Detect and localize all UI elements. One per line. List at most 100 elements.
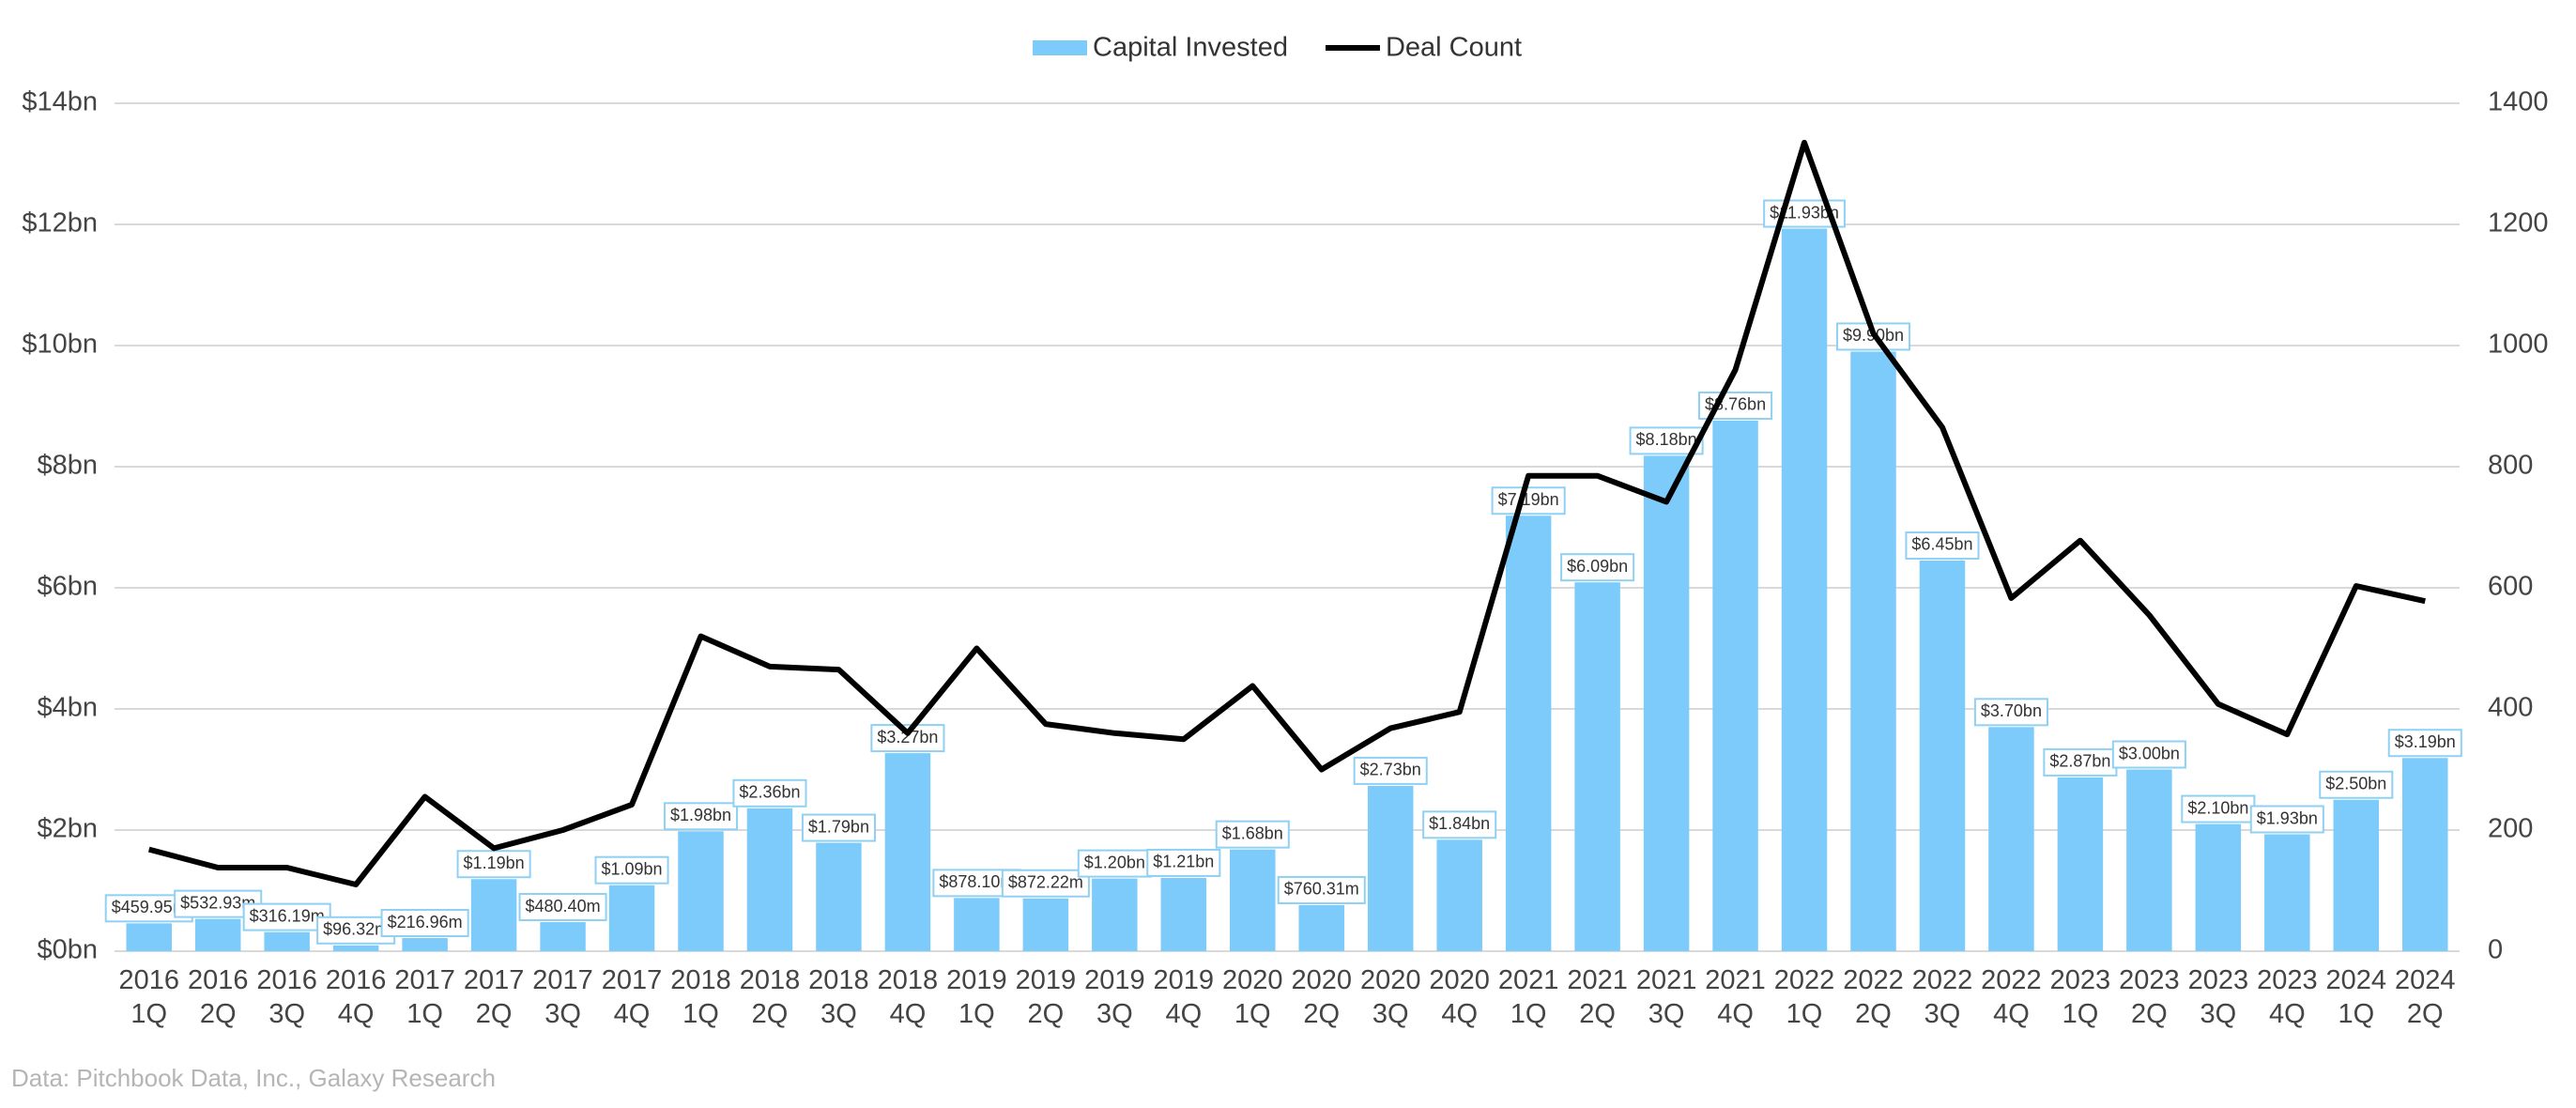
x-tick-quarter: 2Q bbox=[1855, 999, 1892, 1029]
x-tick-year: 2022 bbox=[1774, 965, 1835, 995]
x-tick-year: 2024 bbox=[2326, 965, 2387, 995]
x-tick-quarter: 1Q bbox=[2338, 999, 2374, 1029]
x-tick-label: 2023 4Q bbox=[2257, 965, 2318, 1029]
data-label: $3.19bn bbox=[2387, 729, 2462, 758]
bar bbox=[2057, 777, 2104, 951]
data-label-box bbox=[1973, 698, 2048, 727]
x-tick-year: 2017 bbox=[532, 965, 593, 995]
data-label: $872.22m bbox=[1001, 869, 1090, 898]
data-label: $1.84bn bbox=[1422, 810, 1497, 839]
x-tick-quarter: 2Q bbox=[200, 999, 237, 1029]
bar bbox=[1781, 228, 1828, 951]
data-label-text: $1.09bn bbox=[601, 859, 662, 878]
data-label: $2.10bn bbox=[2181, 794, 2256, 823]
y-tick-label: $0bn bbox=[37, 935, 98, 965]
x-tick-quarter: 4Q bbox=[1165, 999, 1202, 1029]
bar bbox=[816, 842, 862, 951]
bar bbox=[884, 753, 931, 951]
data-label-box bbox=[1629, 426, 1704, 455]
x-tick-label: 2019 2Q bbox=[1016, 965, 1077, 1029]
data-label: $6.45bn bbox=[1905, 531, 1980, 560]
x-tick-quarter: 1Q bbox=[406, 999, 443, 1029]
data-label-text: $316.19m bbox=[250, 906, 325, 925]
x-tick-quarter: 4Q bbox=[890, 999, 927, 1029]
data-label-box bbox=[1353, 756, 1428, 785]
bar bbox=[1298, 904, 1344, 951]
y-tick-label: $10bn bbox=[22, 330, 98, 360]
data-label: $480.40m bbox=[518, 893, 607, 922]
data-label: $1.98bn bbox=[663, 802, 739, 831]
x-tick-quarter: 4Q bbox=[2269, 999, 2306, 1029]
x-tick-quarter: 4Q bbox=[1993, 999, 2030, 1029]
data-label-box bbox=[801, 813, 876, 842]
x-tick-quarter: 1Q bbox=[2062, 999, 2099, 1029]
bar bbox=[1436, 839, 1482, 951]
bar bbox=[678, 831, 724, 951]
line-series bbox=[147, 139, 2426, 887]
x-tick-year: 2022 bbox=[1981, 965, 2042, 995]
y2-tick-label: 1000 bbox=[2488, 330, 2549, 360]
data-label-text: $6.09bn bbox=[1567, 557, 1628, 576]
x-tick-quarter: 4Q bbox=[614, 999, 651, 1029]
data-label-text: $1.68bn bbox=[1222, 823, 1283, 842]
x-tick-year: 2021 bbox=[1705, 965, 1766, 995]
data-label: $1.93bn bbox=[2249, 805, 2324, 834]
x-tick-label: 2022 1Q bbox=[1774, 965, 1835, 1029]
x-tick-year: 2024 bbox=[2395, 965, 2456, 995]
data-label-text: $96.32m bbox=[323, 920, 389, 939]
x-tick-quarter: 1Q bbox=[130, 999, 167, 1029]
x-tick-quarter: 4Q bbox=[338, 999, 375, 1029]
y2-tick-label: 600 bbox=[2488, 572, 2533, 602]
y-tick-label: $8bn bbox=[37, 451, 98, 481]
x-tick-label: 2020 3Q bbox=[1360, 965, 1421, 1029]
x-tick-label: 2023 2Q bbox=[2119, 965, 2180, 1029]
x-tick-year: 2019 bbox=[1016, 965, 1077, 995]
x-tick-label: 2019 1Q bbox=[946, 965, 1007, 1029]
x-tick-label: 2019 4Q bbox=[1154, 965, 1215, 1029]
y-tick-label: $6bn bbox=[37, 572, 98, 602]
data-label-text: $2.50bn bbox=[2325, 775, 2386, 793]
x-tick-year: 2023 bbox=[2119, 965, 2180, 995]
data-label: $7.19bn bbox=[1491, 486, 1566, 516]
data-label-text: $2.87bn bbox=[2049, 752, 2110, 771]
data-label-text: $3.70bn bbox=[1981, 701, 2042, 720]
bar bbox=[2195, 823, 2242, 951]
y2-tick-label: 1400 bbox=[2488, 87, 2549, 117]
x-tick-label: 2017 3Q bbox=[532, 965, 593, 1029]
bar bbox=[2402, 758, 2448, 951]
x-tick-year: 2019 bbox=[1084, 965, 1145, 995]
bar bbox=[1022, 898, 1069, 951]
x-tick-year: 2020 bbox=[1222, 965, 1283, 995]
data-label-box bbox=[2249, 805, 2324, 834]
x-tick-quarter: 1Q bbox=[1786, 999, 1823, 1029]
x-tick-year: 2017 bbox=[394, 965, 455, 995]
x-tick-quarter: 2Q bbox=[1303, 999, 1340, 1029]
x-tick-year: 2016 bbox=[326, 965, 387, 995]
data-label-box bbox=[1560, 553, 1635, 582]
data-label-box bbox=[380, 909, 469, 938]
x-tick-quarter: 3Q bbox=[1924, 999, 1961, 1029]
data-label-text: $2.36bn bbox=[739, 783, 800, 802]
x-tick-year: 2020 bbox=[1429, 965, 1490, 995]
data-label-box bbox=[1491, 486, 1566, 516]
data-label-text: $532.93m bbox=[180, 893, 255, 912]
x-tick-label: 2022 2Q bbox=[1843, 965, 1904, 1029]
x-tick-year: 2017 bbox=[602, 965, 663, 995]
bar bbox=[2126, 769, 2172, 951]
x-tick-quarter: 3Q bbox=[820, 999, 857, 1029]
legend-label: Capital Invested bbox=[1093, 33, 1288, 63]
x-tick-label: 2017 4Q bbox=[602, 965, 663, 1029]
y-tick-label: $2bn bbox=[37, 814, 98, 844]
data-label-box bbox=[1146, 848, 1221, 877]
x-tick-quarter: 2Q bbox=[1028, 999, 1065, 1029]
data-label-box bbox=[1277, 875, 1366, 904]
y2-tick-label: 200 bbox=[2488, 814, 2533, 844]
x-tick-quarter: 2Q bbox=[752, 999, 789, 1029]
data-label: $316.19m bbox=[242, 902, 331, 931]
bar bbox=[194, 918, 241, 951]
data-label: $1.19bn bbox=[456, 850, 531, 879]
x-tick-quarter: 3Q bbox=[1648, 999, 1685, 1029]
x-tick-year: 2018 bbox=[808, 965, 869, 995]
y-tick-label: $4bn bbox=[37, 693, 98, 723]
